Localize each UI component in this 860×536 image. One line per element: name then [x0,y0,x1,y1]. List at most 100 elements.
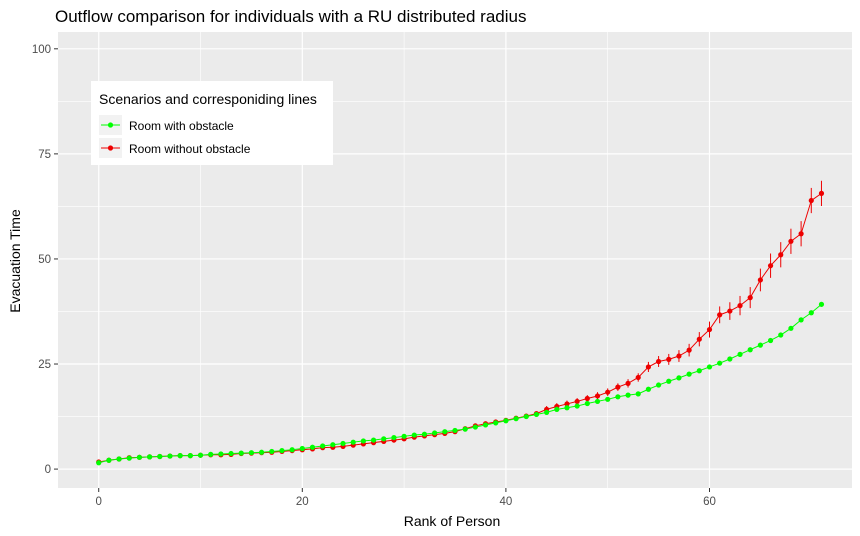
data-point [309,444,316,450]
data-point [666,378,672,384]
legend-title: Scenarios and corresponiding lines [99,91,317,107]
data-point [717,312,723,318]
data-point [228,450,234,457]
data-point [564,401,570,407]
data-point [615,394,621,400]
data-point [370,437,377,443]
data-point [503,418,509,424]
data-point [594,398,601,405]
data-point [808,197,814,204]
x-tick-label: 40 [499,496,512,508]
y-axis-title: Evacuation Time [7,209,23,313]
data-point [421,431,428,437]
axis-ticks: 0 20 40 60 0 25 50 75 100 [32,44,716,508]
data-point [442,429,448,435]
data-point [147,454,153,460]
data-point [523,413,529,420]
data-point [299,445,305,452]
data-point [360,438,366,444]
data-point [279,447,285,454]
data-point [116,456,122,462]
legend-label-obstacle: Room with obstacle [129,119,234,133]
data-point [564,405,570,411]
data-point [472,424,478,430]
data-point [208,451,214,457]
data-point [238,450,244,456]
y-tick-label: 50 [38,254,51,266]
data-point [645,364,652,370]
data-point [818,190,825,196]
data-point [411,432,417,438]
x-tick-label: 20 [296,496,309,508]
y-tick-label: 100 [32,44,51,56]
data-point [655,358,662,365]
data-point [248,450,255,456]
data-point [706,326,713,333]
data-point [544,409,550,415]
data-point [625,380,631,386]
legend: Scenarios and corresponiding lines Room … [91,81,333,165]
data-point [513,416,519,422]
data-point [167,453,173,459]
data-point [218,451,224,457]
data-point [798,317,804,323]
data-point [574,403,580,409]
data-point [717,360,723,366]
data-point [747,295,753,301]
x-axis-title: Rank of Person [404,513,501,529]
data-point [584,400,590,407]
data-point [350,439,356,445]
data-point [136,454,143,460]
y-tick-label: 75 [38,149,51,161]
data-point [482,422,489,428]
data-point [594,393,601,399]
legend-key-point-no-obstacle [107,145,114,151]
data-point [767,337,774,344]
data-point [96,460,102,466]
data-point [645,386,652,392]
data-point [381,436,387,442]
data-point [706,364,713,370]
data-point [696,368,702,374]
data-point [767,263,774,269]
data-point [157,453,163,460]
data-point [533,411,540,418]
data-point [635,374,641,381]
data-point [737,351,743,357]
data-point [187,453,193,459]
data-point [666,356,672,362]
data-point [106,457,112,463]
x-tick-label: 60 [703,496,716,508]
data-point [554,406,560,413]
legend-key-point-obstacle [107,122,114,128]
y-tick-label: 0 [45,464,51,476]
data-point [452,427,458,434]
data-point [625,392,631,398]
data-point [696,336,702,342]
data-point [493,420,499,426]
data-point [655,382,662,388]
series-layer [96,180,825,466]
data-point [177,453,183,459]
data-point [788,325,794,331]
data-point [757,277,763,283]
data-point [197,452,204,458]
series-room-with-obstacle [96,301,825,466]
data-point [258,449,265,455]
data-point [778,252,784,258]
data-point [757,342,763,348]
data-point [269,448,275,455]
data-point [798,231,804,237]
legend-box [91,81,333,165]
data-point [584,395,590,402]
data-point [788,238,794,244]
data-point [462,426,468,432]
data-point [737,303,743,309]
data-point [289,447,295,453]
data-point [340,440,346,447]
data-point [818,301,825,307]
data-point [605,396,611,402]
data-point [391,434,397,441]
y-tick-label: 25 [38,359,51,371]
